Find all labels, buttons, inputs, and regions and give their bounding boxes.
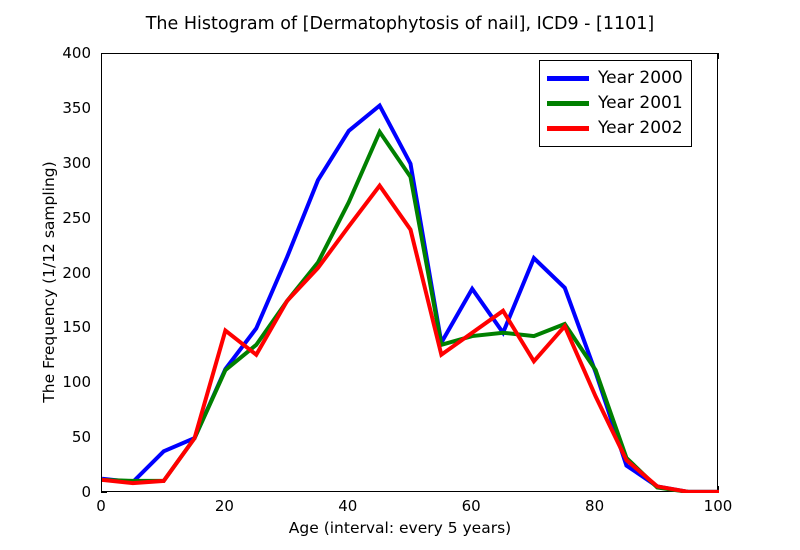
legend-color-swatch <box>547 76 589 81</box>
x-axis-tick-mark <box>718 53 719 59</box>
series-lines <box>102 102 719 493</box>
legend-item[interactable]: Year 2002 <box>547 116 683 141</box>
y-axis-label: The Frequency (1/12 sampling) <box>40 161 58 403</box>
y-axis-tick-label: 200 <box>62 263 91 282</box>
legend-color-swatch <box>547 101 589 106</box>
x-axis-tick-label: 20 <box>214 497 234 515</box>
x-axis-tick-label: 60 <box>461 497 481 515</box>
legend-label: Year 2000 <box>598 68 683 88</box>
y-axis-tick-label: 0 <box>81 483 91 501</box>
x-axis-tick-label: 40 <box>338 497 358 515</box>
y-axis-tick-label: 400 <box>62 44 91 62</box>
y-axis-tick-label: 350 <box>62 98 91 117</box>
legend-label: Year 2002 <box>598 118 683 138</box>
legend-color-swatch <box>547 126 589 131</box>
legend-label: Year 2001 <box>598 93 683 113</box>
y-axis-tick-label: 300 <box>62 153 91 172</box>
chart-title: The Histogram of [Dermatophytosis of nai… <box>145 14 655 34</box>
y-axis-tick-label: 250 <box>62 208 91 227</box>
x-axis-label: Age (interval: every 5 years) <box>288 519 512 537</box>
series-line <box>102 127 719 493</box>
chart-legend: Year 2000 Year 2001 Year 2002 <box>539 60 692 147</box>
y-axis-tick-label: 50 <box>71 428 91 447</box>
series-line <box>102 182 719 493</box>
legend-item[interactable]: Year 2000 <box>547 66 683 91</box>
x-axis-tick-label: 0 <box>96 497 106 515</box>
y-axis-tick-label: 100 <box>62 373 91 392</box>
x-axis-tick-label: 100 <box>703 497 733 515</box>
x-axis-tick-label: 80 <box>585 497 605 515</box>
y-axis-tick-label: 150 <box>62 318 91 337</box>
x-axis-tick-mark <box>718 486 719 492</box>
legend-item[interactable]: Year 2001 <box>547 91 683 116</box>
y-axis-tick-mark <box>101 492 107 493</box>
